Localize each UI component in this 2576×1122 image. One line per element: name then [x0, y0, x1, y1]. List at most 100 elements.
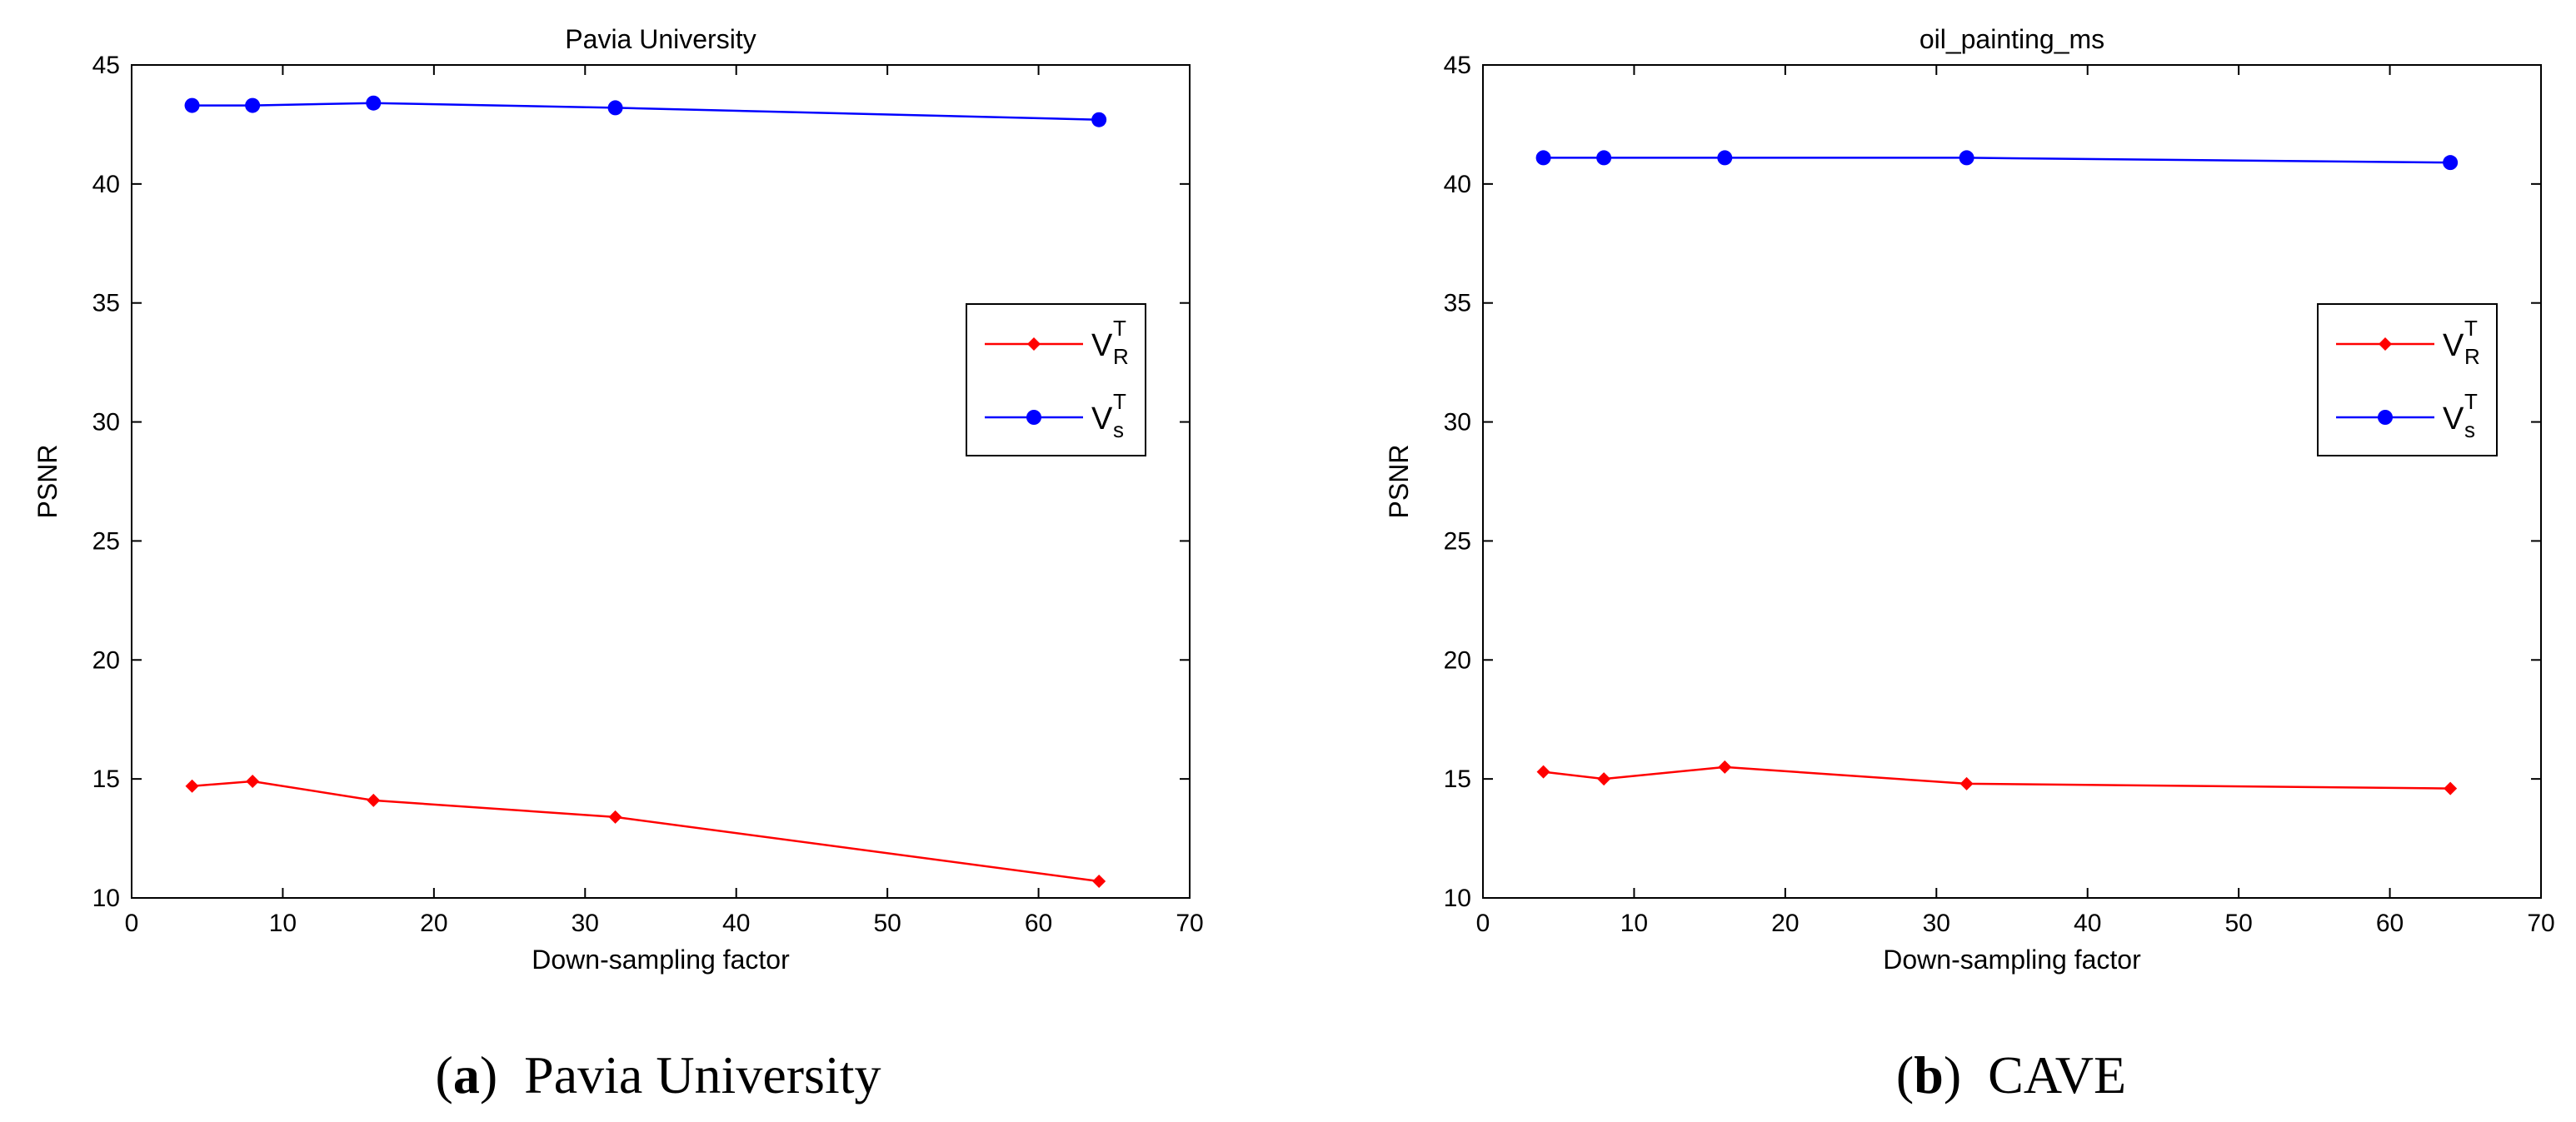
plot-frame — [131, 64, 1191, 899]
legend-box — [966, 303, 1146, 456]
y-tick-label: 20 — [92, 646, 120, 674]
legend-label-sub: R — [2464, 344, 2480, 369]
y-axis-label: PSNR — [32, 445, 62, 519]
y-tick-label: 35 — [92, 290, 120, 317]
data-point — [1535, 150, 1551, 166]
series-1 — [1536, 760, 2458, 795]
legend-item-1: V TR — [985, 316, 1129, 369]
data-point — [1959, 776, 1974, 790]
caption-paren-open: ( — [436, 1045, 453, 1105]
legend-label-sub: s — [2464, 417, 2475, 442]
x-tick-label: 60 — [1025, 910, 1052, 937]
x-tick-label: 40 — [722, 910, 750, 937]
data-point — [185, 779, 199, 793]
legend-label: V — [2443, 328, 2464, 363]
chart-panel-2: 0 10 20 30 40 50 60 701015202530354045oil_paint… — [1384, 24, 2555, 1105]
data-point — [1092, 875, 1106, 888]
x-tick-label: 50 — [873, 910, 901, 937]
legend-marker — [2379, 337, 2392, 351]
y-tick-label: 40 — [1444, 171, 1471, 198]
x-tick-label: 40 — [2074, 910, 2101, 937]
data-point — [608, 810, 622, 824]
data-point — [607, 100, 623, 116]
x-tick-label: 10 — [269, 910, 297, 937]
y-tick-label: 40 — [92, 171, 120, 198]
data-point — [245, 97, 261, 113]
data-point — [1091, 112, 1107, 127]
x-axis-label: Down-sampling factor — [532, 945, 790, 975]
x-tick-label: 30 — [1923, 910, 1950, 937]
series-2 — [1535, 150, 2459, 171]
x-tick-label: 0 — [1476, 910, 1490, 937]
legend-label-sup: T — [2464, 389, 2478, 414]
y-tick-label: 20 — [1444, 646, 1471, 674]
legend-label: V — [1091, 328, 1113, 363]
x-tick-label: 70 — [2527, 910, 2554, 937]
data-point — [1596, 150, 1612, 166]
y-tick-label: 25 — [92, 527, 120, 555]
data-point — [184, 97, 200, 113]
legend-label-sup: T — [1113, 316, 1126, 341]
y-tick-label: 45 — [92, 52, 120, 79]
data-point — [1536, 765, 1550, 779]
caption-text: Pavia University — [524, 1045, 881, 1105]
y-tick-label: 35 — [1444, 290, 1471, 317]
legend-label: V — [2443, 401, 2464, 436]
caption-letter: b — [1914, 1045, 1944, 1105]
x-tick-label: 30 — [572, 910, 599, 937]
legend-box — [2317, 303, 2498, 456]
legend-label-sub: R — [1113, 344, 1129, 369]
x-tick-label: 20 — [420, 910, 447, 937]
data-point — [1717, 150, 1733, 166]
y-tick-label: 30 — [92, 409, 120, 436]
x-tick-label: 20 — [1771, 910, 1799, 937]
legend-marker — [1026, 410, 1041, 425]
legend-marker — [1027, 337, 1041, 351]
y-tick-label: 45 — [1444, 52, 1471, 79]
data-point — [2444, 781, 2458, 795]
legend-item-2: V Ts — [2336, 389, 2478, 442]
chart-title: oil_painting_ms — [1920, 24, 2104, 54]
data-point — [367, 793, 381, 807]
legend-label: V — [1091, 401, 1113, 436]
caption-paren-close: ) — [1944, 1045, 1988, 1105]
y-tick-label: 25 — [1444, 527, 1471, 555]
chart-title: Pavia University — [565, 24, 756, 54]
legend: V TRV Ts — [966, 303, 1146, 456]
legend-label-sup: T — [1113, 389, 1126, 414]
y-tick-label: 15 — [92, 765, 120, 793]
x-tick-label: 70 — [1176, 910, 1203, 937]
x-tick-label: 10 — [1620, 910, 1648, 937]
caption-text: CAVE — [1988, 1045, 2126, 1105]
figure-caption: (b) CAVE — [1896, 1045, 2126, 1105]
legend-label-sup: T — [2464, 316, 2478, 341]
plot-frame — [1482, 64, 2542, 899]
caption-paren-close: ) — [480, 1045, 524, 1105]
y-tick-label: 30 — [1444, 409, 1471, 436]
y-tick-label: 10 — [1444, 885, 1471, 912]
legend-marker — [2378, 410, 2393, 425]
figure-caption: (a) Pavia University — [436, 1045, 881, 1105]
data-point — [1597, 772, 1611, 786]
legend-item-1: V TR — [2336, 316, 2480, 369]
x-tick-label: 0 — [125, 910, 139, 937]
y-axis-label: PSNR — [1384, 445, 1414, 519]
data-point — [1959, 150, 1974, 166]
x-tick-label: 50 — [2224, 910, 2252, 937]
data-point — [246, 775, 260, 788]
x-tick-label: 60 — [2376, 910, 2404, 937]
data-point — [366, 95, 382, 111]
series-2 — [184, 95, 1107, 127]
legend-item-2: V Ts — [985, 389, 1126, 442]
y-tick-label: 10 — [92, 885, 120, 912]
data-point — [2443, 155, 2459, 171]
y-tick-label: 15 — [1444, 765, 1471, 793]
legend: V TRV Ts — [2317, 303, 2498, 456]
caption-paren-open: ( — [1896, 1045, 1914, 1105]
caption-letter: a — [453, 1045, 480, 1105]
x-axis-label: Down-sampling factor — [1883, 945, 2141, 975]
data-point — [1718, 760, 1732, 774]
legend-label-sub: s — [1113, 417, 1124, 442]
